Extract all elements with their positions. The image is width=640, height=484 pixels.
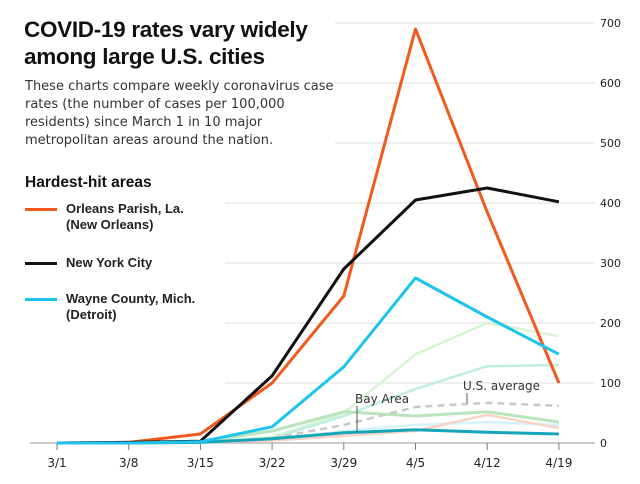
x-tick-label: 4/19 <box>545 456 572 470</box>
x-tick-label: 4/5 <box>406 456 425 470</box>
y-tick-label: 600 <box>600 77 621 90</box>
x-tick-label: 3/22 <box>259 456 286 470</box>
y-tick-label: 500 <box>600 137 621 150</box>
legend-swatch <box>25 208 57 211</box>
legend-label: New York City <box>66 255 153 270</box>
y-tick-label: 0 <box>600 437 607 450</box>
x-tick-label: 3/8 <box>119 456 138 470</box>
legend-swatch <box>25 262 57 265</box>
legend-label: Wayne County, Mich. <box>66 291 196 306</box>
y-tick-label: 300 <box>600 257 621 270</box>
chart-title: COVID-19 rates vary widely among large U… <box>24 17 308 69</box>
series-line <box>57 413 560 445</box>
legend-swatch <box>25 298 57 301</box>
legend-heading: Hardest-hit areas <box>25 174 152 191</box>
legend-label: Orleans Parish, La. <box>66 201 184 216</box>
y-tick-label: 700 <box>600 17 621 30</box>
x-tick-label: 4/12 <box>474 456 501 470</box>
series-line <box>57 401 559 445</box>
x-tick-label: 3/29 <box>330 456 357 470</box>
annotation-us-average: U.S. average <box>463 379 540 393</box>
legend-item-detroit: Wayne County, Mich. (Detroit) <box>25 291 195 323</box>
y-tick-label: 200 <box>600 317 621 330</box>
legend-item-new-orleans: Orleans Parish, La. (New Orleans) <box>25 201 184 233</box>
y-tick-label: 400 <box>600 197 621 210</box>
legend-label: (New Orleans) <box>66 217 154 232</box>
series-line <box>57 276 560 445</box>
y-tick-label: 100 <box>600 377 621 390</box>
legend-label: (Detroit) <box>66 307 117 322</box>
annotation-bay-area: Bay Area <box>355 392 409 406</box>
x-tick-label: 3/15 <box>187 456 214 470</box>
legend-item-new-york: New York City <box>25 255 152 271</box>
chart-subtitle: These charts compare weekly coronavirus … <box>25 79 334 148</box>
x-tick-label: 3/1 <box>47 456 66 470</box>
